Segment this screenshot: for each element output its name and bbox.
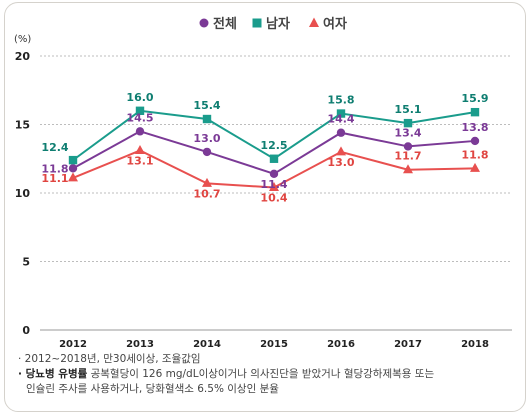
data-label: 11.4 [260,178,287,191]
y-tick-label: 0 [22,324,30,337]
y-tick-labels: 0 5 10 15 20 [15,50,31,337]
y-tick-label: 15 [15,119,30,132]
y-tick-label: 5 [22,256,30,269]
x-tick-label: 2016 [327,339,355,350]
footnote-definition-cont: 인슐린 주사를 사용하거나, 당화혈색소 6.5% 이상인 분율 [26,383,279,395]
legend-label: 전체 [213,16,237,32]
data-labels: 11.8 14.5 13.0 11.4 14.4 13.4 13.8 12.4 16.0 15.4… [41,91,488,205]
footnote-definition-label: · 당뇨병 유병률 [18,368,88,380]
point-circle [403,142,413,151]
point-square [135,106,145,115]
x-tick-label: 2014 [193,339,221,350]
x-tick-labels: 2012 2013 2014 2015 2016 2017 2018 [59,339,489,350]
legend-label: 여자 [323,16,347,32]
footnote-scope: · 2012~2018년, 만30세이상, 조율값임 [18,353,201,365]
point-triangle [269,182,279,192]
point-triangle [202,177,212,187]
data-label: 14.4 [327,113,354,126]
footnote-definition-text: 공복혈당이 126 mg/dL이상이거나 의사진단을 받았거나 혈당강하제복용 … [90,368,435,380]
y-tick-label: 10 [15,187,31,200]
point-triangle [135,145,145,155]
data-label: 13.1 [126,155,153,168]
data-label: 12.5 [260,139,287,152]
point-circle [269,169,279,179]
point-triangle [403,164,413,174]
point-triangle [68,172,78,182]
x-tick-label: 2013 [126,339,154,350]
grid-lines [40,55,512,331]
data-label: 13.0 [193,132,220,145]
data-label: 15.8 [327,94,354,107]
x-tick-label: 2012 [59,339,87,350]
legend: 전체 남자 여자 [199,16,347,32]
legend-triangle-icon [309,17,319,27]
x-tick-label: 2018 [461,339,489,350]
chart-frame [4,2,526,412]
data-label: 11.8 [461,148,488,161]
point-circle [135,127,145,136]
point-square [403,118,413,128]
data-label: 11.1 [41,172,68,185]
data-label: 15.4 [193,99,220,112]
data-label: 14.5 [126,111,153,124]
point-square [269,154,279,163]
data-label: 13.0 [327,156,354,169]
point-circle [336,128,346,137]
y-tick-label: 20 [15,50,31,63]
footnotes: · 2012~2018년, 만30세이상, 조율값임 · 당뇨병 유병률 공복혈… [18,352,434,397]
point-square [470,107,480,117]
point-circle [470,136,480,146]
point-triangle [336,146,346,156]
point-square [336,109,346,118]
footnote-definition: · 당뇨병 유병률 공복혈당이 126 mg/dL이상이거나 의사진단을 받았거… [18,367,434,382]
series-markers [68,106,480,192]
x-tick-label: 2017 [394,339,422,350]
data-label: 10.4 [260,192,287,205]
x-tick-label: 2015 [260,339,288,350]
legend-square-icon [252,18,262,28]
point-square [202,114,212,124]
point-triangle [470,162,480,172]
point-square [68,155,78,165]
y-unit-label: (%) [14,34,31,45]
point-circle [202,147,212,157]
data-label: 11.8 [41,162,68,175]
data-label: 15.9 [461,92,488,105]
data-label: 10.7 [193,187,220,200]
data-label: 13.8 [461,121,488,134]
point-circle [68,164,78,173]
data-label: 12.4 [41,141,68,154]
legend-label: 남자 [266,16,290,32]
data-label: 13.4 [394,126,421,139]
data-label: 11.7 [394,150,421,163]
data-label: 15.1 [394,103,421,116]
data-label: 16.0 [126,91,153,104]
legend-circle-icon [199,18,209,28]
